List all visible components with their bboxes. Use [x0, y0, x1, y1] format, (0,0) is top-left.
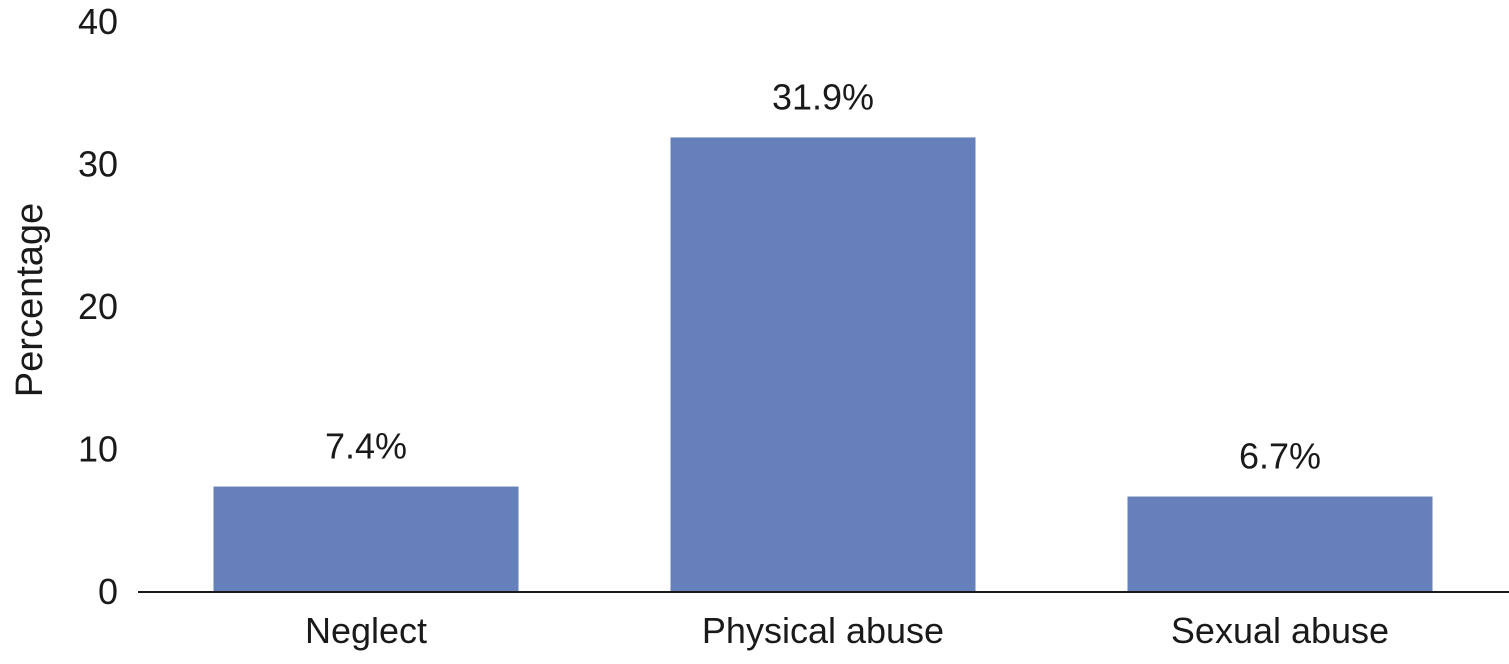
- y-tick-label: 40: [78, 1, 118, 42]
- y-tick-label: 30: [78, 144, 118, 185]
- category-label: Neglect: [305, 610, 427, 651]
- bar: [670, 137, 976, 593]
- data-labels: 7.4% 31.9% 6.7%: [325, 76, 1321, 476]
- y-tick-label: 20: [78, 286, 118, 327]
- category-labels: Neglect Physical abuse Sexual abuse: [305, 610, 1389, 651]
- y-axis-ticks: 0 10 20 30 40: [78, 1, 118, 612]
- data-label: 7.4%: [325, 426, 407, 467]
- bar: [213, 486, 519, 592]
- y-axis-title: Percentage: [9, 203, 51, 397]
- bar: [1127, 496, 1433, 592]
- data-label: 6.7%: [1239, 436, 1321, 477]
- y-tick-label: 0: [98, 571, 118, 612]
- category-label: Physical abuse: [702, 610, 944, 651]
- data-label: 31.9%: [772, 76, 874, 117]
- bars: [213, 137, 1433, 593]
- y-tick-label: 10: [78, 429, 118, 470]
- category-label: Sexual abuse: [1171, 610, 1389, 651]
